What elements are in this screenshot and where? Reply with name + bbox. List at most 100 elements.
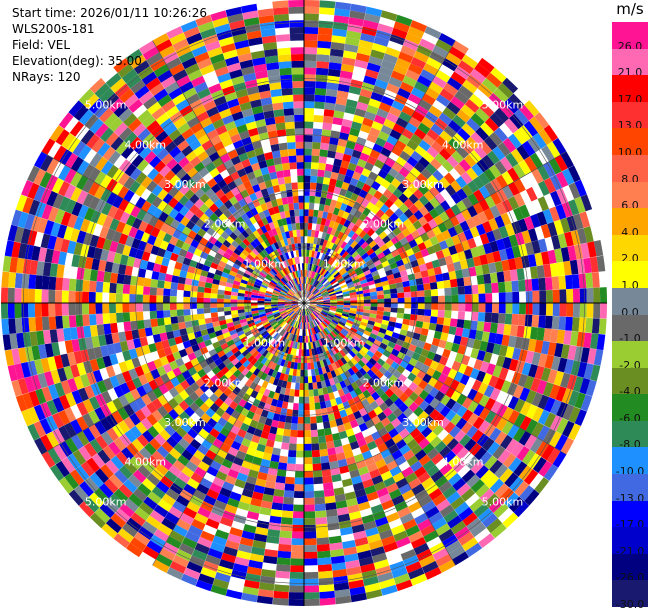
ppi-gate — [271, 150, 281, 159]
ppi-gate — [341, 347, 349, 355]
ppi-gate — [138, 268, 147, 278]
ppi-gate — [383, 293, 391, 299]
ppi-gate — [266, 344, 273, 352]
ppi-gate — [371, 270, 379, 277]
ppi-gate — [313, 388, 319, 397]
ppi-gate — [534, 252, 544, 266]
ppi-gate — [209, 135, 222, 146]
ppi-gate — [334, 286, 342, 292]
ppi-gate — [275, 34, 291, 42]
ppi-gate — [244, 299, 251, 303]
ppi-gate — [281, 510, 294, 518]
ppi-gate — [11, 241, 21, 258]
ppi-gate — [234, 556, 250, 567]
ppi-gate — [340, 330, 348, 337]
ppi-gate — [169, 296, 177, 303]
ppi-gate — [257, 300, 265, 303]
ppi-gate — [429, 197, 440, 209]
ppi-gate — [331, 165, 341, 174]
ppi-gate — [294, 278, 298, 285]
ppi-gate — [33, 185, 46, 202]
ppi-gate — [309, 314, 313, 321]
ppi-gate — [204, 317, 213, 324]
ppi-gate — [287, 281, 293, 288]
ppi-gate — [184, 236, 194, 246]
ppi-gate — [247, 319, 255, 325]
ppi-gate — [423, 404, 435, 416]
ppi-gate — [266, 263, 273, 271]
ppi-gate — [385, 345, 394, 354]
ppi-gate — [428, 376, 438, 387]
ppi-gate — [362, 289, 370, 294]
ppi-gate — [113, 122, 128, 137]
ppi-gate — [244, 293, 252, 298]
ppi-gate — [382, 362, 391, 371]
ppi-gate — [439, 130, 453, 143]
ppi-gate — [338, 132, 350, 141]
ppi-gate — [291, 298, 299, 302]
ppi-gate — [177, 471, 191, 484]
ppi-gate — [337, 138, 348, 148]
ppi-gate — [450, 71, 467, 85]
ppi-gate — [371, 214, 381, 224]
ppi-gate — [395, 579, 413, 592]
ppi-gate — [452, 551, 469, 566]
ppi-gate — [277, 343, 283, 351]
ppi-gate — [304, 67, 317, 75]
ppi-gate — [212, 578, 230, 590]
ppi-gate — [363, 299, 371, 303]
ppi-gate — [304, 128, 313, 136]
ppi-gate — [267, 229, 275, 238]
ppi-gate — [371, 343, 380, 351]
ppi-gate — [417, 290, 425, 297]
ppi-gate — [114, 469, 128, 484]
ppi-gate — [209, 193, 220, 204]
ppi-gate — [335, 595, 352, 605]
ppi-gate — [423, 342, 432, 351]
ppi-gate — [62, 277, 70, 291]
ppi-gate — [476, 350, 486, 361]
ppi-gate — [314, 281, 320, 288]
ppi-gate — [402, 318, 410, 326]
ppi-gate — [326, 385, 333, 394]
ppi-gate — [327, 447, 337, 456]
ppi-gate — [404, 122, 418, 134]
ppi-gate — [318, 259, 323, 267]
ppi-gate — [125, 379, 137, 392]
ppi-gate — [237, 306, 245, 310]
ppi-gate — [464, 438, 477, 452]
ppi-gate — [411, 483, 425, 496]
ppi-gate — [196, 303, 204, 309]
ppi-gate — [197, 368, 207, 378]
ppi-gate — [156, 148, 169, 161]
ppi-gate — [369, 149, 381, 160]
ppi-gate — [226, 431, 237, 441]
ppi-gate — [441, 247, 451, 258]
ppi-gate — [157, 317, 165, 327]
ppi-gate — [544, 412, 557, 429]
ppi-gate — [450, 96, 465, 110]
ppi-gate — [277, 177, 285, 185]
ppi-gate — [88, 98, 104, 114]
ppi-gate — [511, 245, 522, 259]
ppi-gate — [150, 318, 159, 328]
ppi-gate — [251, 491, 264, 501]
ppi-gate — [317, 367, 323, 375]
ppi-gate — [179, 512, 194, 525]
ppi-gate — [317, 325, 322, 332]
ppi-gate — [73, 350, 83, 364]
ppi-gate — [109, 375, 120, 388]
ppi-gate — [395, 57, 411, 70]
ppi-gate — [329, 340, 336, 348]
ppi-gate — [243, 453, 255, 463]
ppi-gate — [304, 148, 312, 156]
ppi-gate — [252, 230, 261, 239]
ppi-gate — [279, 67, 292, 76]
ppi-gate — [276, 400, 284, 408]
ppi-gate — [345, 428, 355, 438]
ppi-gate — [382, 235, 391, 244]
ppi-gate — [377, 153, 388, 164]
ppi-gate — [236, 330, 245, 337]
ppi-gate — [516, 268, 525, 281]
ppi-gate — [168, 408, 180, 420]
